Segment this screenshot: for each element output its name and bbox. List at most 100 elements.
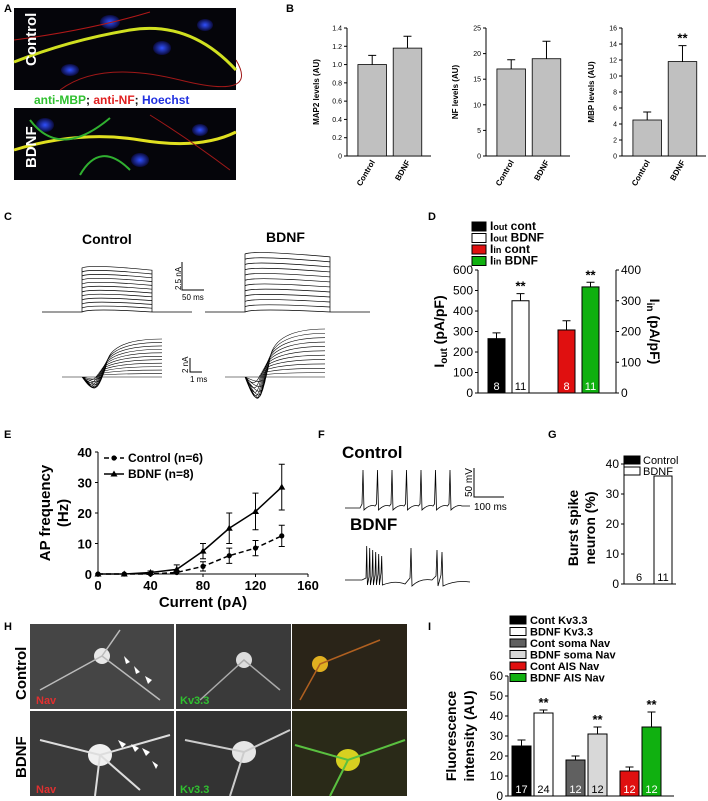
significance-star: ** [585,267,596,282]
spike-train-bdnf [345,545,471,587]
x-tick-label: 40 [143,578,157,593]
y-axis-label: MAP2 levels (AU) [312,59,321,125]
y-tick-label: 40 [78,445,92,460]
significance-star: ** [515,279,526,294]
chart-fluorescence-intensity: 0 10 20 30 40 50 60 Fluorescence intensity (AU) 1… [443,615,674,801]
bar [581,286,600,394]
bar [392,47,423,157]
legend-swatch [471,233,487,243]
chart-map2-levels: 0 0.2 0.4 0.6 0.8 1.0 1.2 1.4 MAP2 levels (AU) Co… [312,26,431,188]
n-label: 12 [623,784,635,796]
y-tick-label: 0.2 [332,135,342,142]
y-tick-label-left: 300 [453,325,473,339]
panel-label-a: A [4,3,12,15]
legend-swatch [509,615,527,625]
error-bar [678,45,687,62]
y-tick-label-right: 0 [621,386,628,400]
y-tick-label: 12 [609,58,617,65]
category-label: Control [494,159,516,188]
category-label: BDNF [532,158,551,182]
error-bar [542,40,551,59]
data-point [94,570,102,577]
error-bar [586,281,595,287]
scale-bar-2-y: 2 nA [181,356,190,373]
bar [511,300,530,394]
legend-marker [110,470,118,477]
significance-star: ** [677,31,688,46]
n-label: 11 [657,572,668,584]
y-tick-label: 25 [473,26,481,33]
micrograph-h-control-kv [176,624,291,709]
legend-label: Cont AIS Nav [530,661,600,673]
y-tick-label: 0 [338,154,342,161]
y-tick-label: 8 [613,90,617,97]
y-axis-label-line2: intensity (AU) [461,691,477,782]
error-bar [625,766,634,771]
n-label: 11 [585,381,596,393]
data-point [278,483,286,490]
n-label: 8 [563,381,569,393]
y-tick-label: 1.2 [332,44,342,51]
panel-label-g: G [548,429,557,441]
y-tick-label: 1.4 [332,26,342,33]
y-tick-label: 30 [78,476,92,491]
transient-family [225,328,326,399]
y-tick-label: 30 [490,729,504,743]
chart-burst-spike: 0 10 20 30 40 Burst spike neuron (%) 6 Control 11… [565,455,678,591]
n-label: 11 [515,381,526,393]
spike-train-control [345,469,470,511]
legend-swatch [509,627,527,636]
y-tick-label: 0.4 [332,117,342,124]
y-tick-label-left: 100 [453,366,473,380]
y-tick-label: 40 [606,457,620,471]
data-point [226,553,232,559]
h-row-label-control: Control [13,647,30,700]
panel-label-f: F [318,429,325,441]
current-family [205,252,370,313]
current-traces [42,252,370,399]
panel-h: Control BDNF Nav Kv3.3 Nav Kv3.3 [13,624,407,797]
legend-label: Iout cont [490,219,536,233]
stain-sep1: ; [86,93,93,107]
y-tick-label: 30 [606,487,620,501]
legend-swatch [471,256,487,266]
micrograph-h-control-merge [292,624,407,709]
legend-label: BDNF [643,466,673,478]
n-label: 12 [591,784,603,796]
y-tick-label: 6 [613,106,617,113]
legend-label: Cont soma Nav [530,638,611,650]
h-channel-kv-control: Kv3.3 [180,695,209,707]
significance-star: ** [646,697,657,712]
y-tick-label: 16 [609,26,617,33]
legend-label: BDNF Kv3.3 [530,627,593,639]
bar [667,61,698,157]
legend-swatch [509,638,527,648]
x-tick-label: 160 [297,578,319,593]
panel-c: Control BDNF 2.5 nA 50 ms 2 nA 1 ms [42,229,370,399]
y-tick-label: 20 [78,506,92,521]
bar [531,58,562,157]
panel-a: Control BDNF anti-MBP; anti-NF; Hoechst [13,8,242,180]
y-tick-label: 2 [613,138,617,145]
scale-bar-2 [189,358,202,373]
error-bar [403,35,412,49]
transient-family [62,338,163,389]
y-axis-label-line2: (Hz) [55,499,72,527]
panel-label-e: E [4,429,11,441]
data-point [173,565,181,572]
category-label: Control [630,159,652,188]
legend-label: Iout BDNF [490,231,544,245]
category-label: Control [355,159,377,188]
stain-sep2: ; [135,93,142,107]
data-point [252,507,259,514]
y-axis-label-line1: Burst spike [565,490,581,566]
y-tick-label: 50 [490,689,504,703]
series-line [98,486,283,575]
n-label: 12 [645,784,657,796]
scale-bar-f [473,468,504,498]
legend-swatch [509,673,527,682]
trace-title-f-bdnf: BDNF [350,515,397,534]
panel-label-b: B [286,3,294,15]
